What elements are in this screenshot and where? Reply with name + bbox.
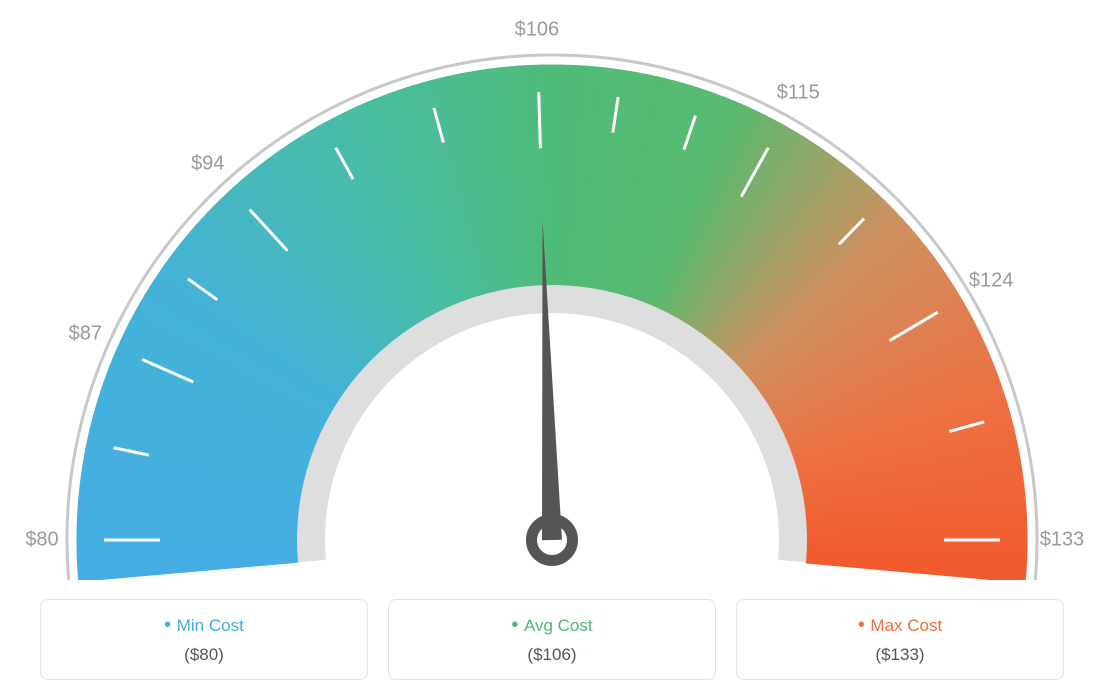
gauge-tick-label: $115 (777, 82, 820, 105)
legend-min: Min Cost ($80) (40, 599, 368, 680)
legend-min-value: ($80) (51, 645, 357, 665)
chart-container: $80 $87 $94 $106 $115 $124 $133 Min Cost ($80)… (0, 0, 1104, 690)
legend-min-title: Min Cost (51, 614, 357, 637)
gauge-tick-label: $124 (969, 269, 1014, 292)
gauge-area: $80 $87 $94 $106 $115 $124 $133 (0, 0, 1104, 580)
legend-avg: Avg Cost ($106) (388, 599, 716, 680)
legend-avg-title: Avg Cost (399, 614, 705, 637)
legend-max-title: Max Cost (747, 614, 1053, 637)
legend-max-value: ($133) (747, 645, 1053, 665)
gauge-tick-label: $94 (191, 152, 224, 175)
gauge-tick (539, 92, 541, 148)
legend-avg-value: ($106) (399, 645, 705, 665)
legend-area: Min Cost ($80) Avg Cost ($106) Max Cost … (0, 599, 1104, 680)
gauge-tick-label: $106 (515, 19, 560, 42)
gauge-tick-label: $87 (69, 323, 102, 346)
legend-max: Max Cost ($133) (736, 599, 1064, 680)
gauge-tick-label: $133 (1040, 529, 1085, 552)
gauge-tick-label: $80 (25, 529, 58, 552)
gauge-svg (0, 0, 1104, 580)
